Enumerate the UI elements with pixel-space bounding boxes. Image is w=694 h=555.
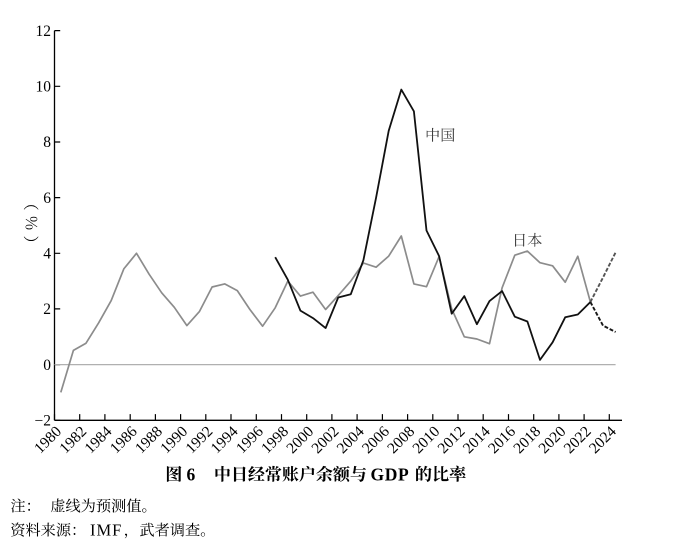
svg-text:10: 10	[36, 79, 52, 96]
svg-text:2: 2	[43, 301, 51, 318]
svg-text:6: 6	[187, 464, 196, 484]
svg-text:8: 8	[43, 134, 51, 151]
svg-text:−2: −2	[35, 413, 52, 430]
svg-text:0: 0	[43, 357, 51, 374]
svg-text:IMF: IMF	[90, 520, 122, 539]
svg-text:12: 12	[36, 23, 52, 40]
svg-text:4: 4	[43, 246, 51, 263]
svg-text:6: 6	[43, 190, 51, 207]
svg-text:GDP: GDP	[371, 464, 410, 484]
